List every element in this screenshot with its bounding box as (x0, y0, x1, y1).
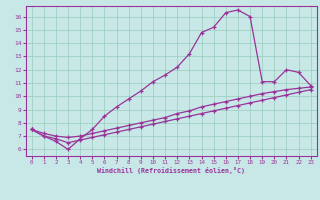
X-axis label: Windchill (Refroidissement éolien,°C): Windchill (Refroidissement éolien,°C) (97, 167, 245, 174)
